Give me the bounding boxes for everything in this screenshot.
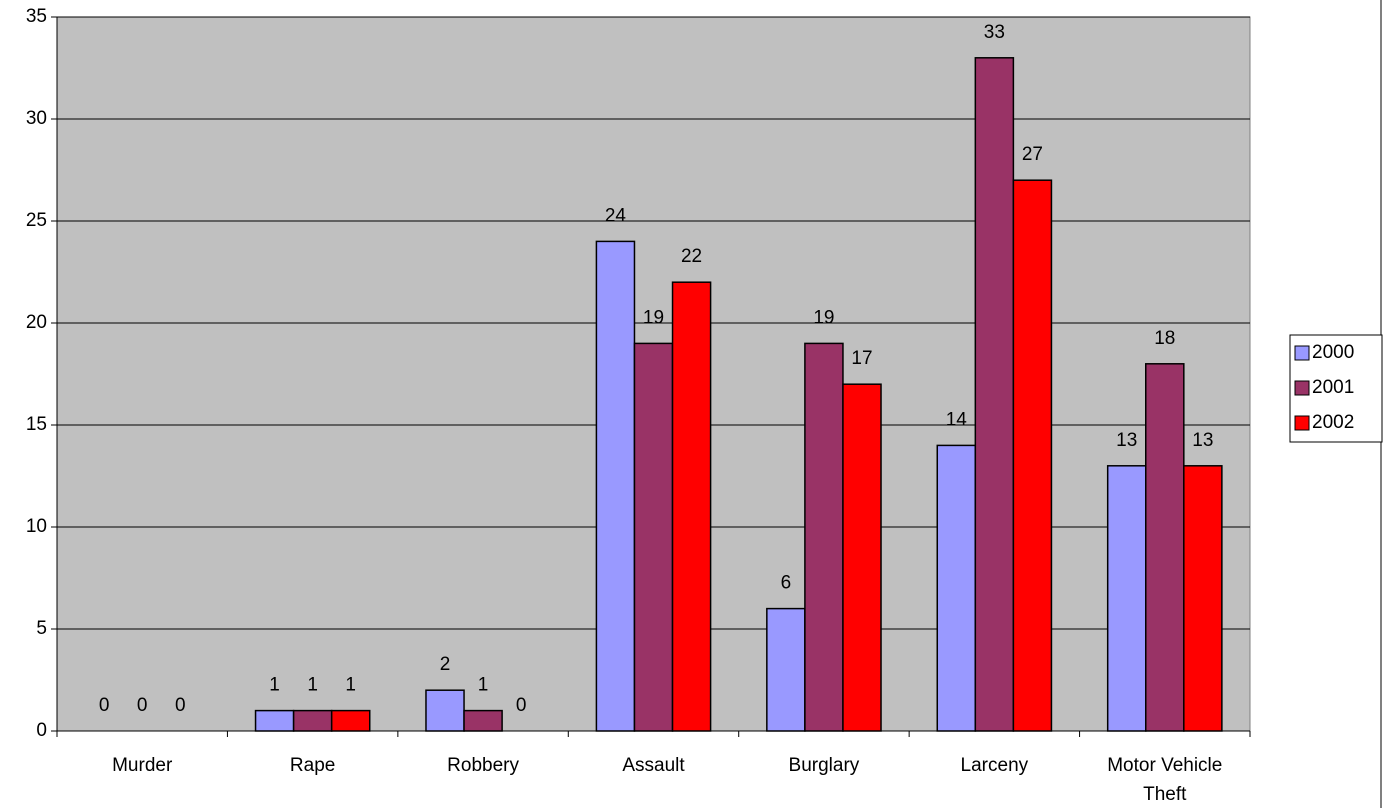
x-tick-line: Theft	[1143, 784, 1187, 805]
y-tick-label: 10	[26, 516, 47, 537]
bar	[1183, 465, 1223, 732]
value-label: 6	[781, 573, 792, 594]
x-tick-line: Motor Vehicle	[1107, 755, 1222, 776]
x-tick-label: Burglary	[789, 755, 860, 776]
legend-label: 2000	[1312, 342, 1354, 363]
bar	[974, 57, 1015, 732]
bar	[671, 281, 712, 732]
value-label: 2	[440, 654, 451, 675]
value-label: 14	[946, 409, 968, 430]
y-tick-label: 15	[26, 414, 47, 435]
legend-swatch	[1294, 380, 1310, 396]
value-label: 0	[99, 695, 110, 716]
value-label: 33	[984, 22, 1005, 43]
value-label: 13	[1116, 430, 1137, 451]
bar	[936, 444, 977, 732]
value-label: 1	[478, 675, 489, 696]
x-tick-label: Motor Vehicle Theft	[1107, 755, 1222, 805]
y-tick-label: 25	[26, 210, 47, 231]
y-tick-label: 0	[36, 720, 47, 741]
legend-label: 2001	[1312, 377, 1354, 398]
bar	[633, 342, 674, 732]
bar	[292, 709, 333, 732]
bar	[1106, 465, 1147, 732]
x-tick-label: Larceny	[961, 755, 1029, 776]
legend-label: 2002	[1312, 412, 1354, 433]
value-label: 1	[307, 675, 318, 696]
value-label: 13	[1192, 430, 1213, 451]
value-label: 22	[681, 246, 702, 267]
value-label: 18	[1154, 328, 1175, 349]
bar	[330, 709, 371, 732]
x-tick-label: Murder	[112, 755, 173, 776]
value-label: 19	[643, 307, 664, 328]
value-label: 17	[851, 348, 872, 369]
bar	[595, 240, 636, 732]
bar	[804, 342, 844, 732]
value-label: 24	[605, 205, 627, 226]
bar	[425, 689, 465, 732]
bar	[1145, 363, 1185, 732]
x-tick-label: Rape	[290, 755, 335, 776]
x-tick-label: Robbery	[447, 755, 519, 776]
bar	[766, 607, 806, 732]
x-tick-label: Assault	[622, 755, 685, 776]
value-label: 1	[269, 675, 280, 696]
value-label: 19	[813, 307, 834, 328]
value-label: 27	[1022, 144, 1043, 165]
y-tick-label: 20	[26, 312, 47, 333]
bar	[254, 709, 295, 732]
value-label: 0	[175, 695, 186, 716]
y-tick-label: 5	[36, 618, 47, 639]
y-tick-label: 35	[26, 6, 47, 27]
bar	[1012, 179, 1053, 732]
legend-swatch	[1294, 415, 1310, 431]
value-label: 0	[137, 695, 148, 716]
bar	[463, 709, 503, 732]
value-label: 1	[345, 675, 356, 696]
legend-swatch	[1294, 345, 1310, 361]
y-tick-label: 30	[26, 108, 47, 129]
bar	[842, 383, 882, 732]
value-label: 0	[516, 695, 527, 716]
